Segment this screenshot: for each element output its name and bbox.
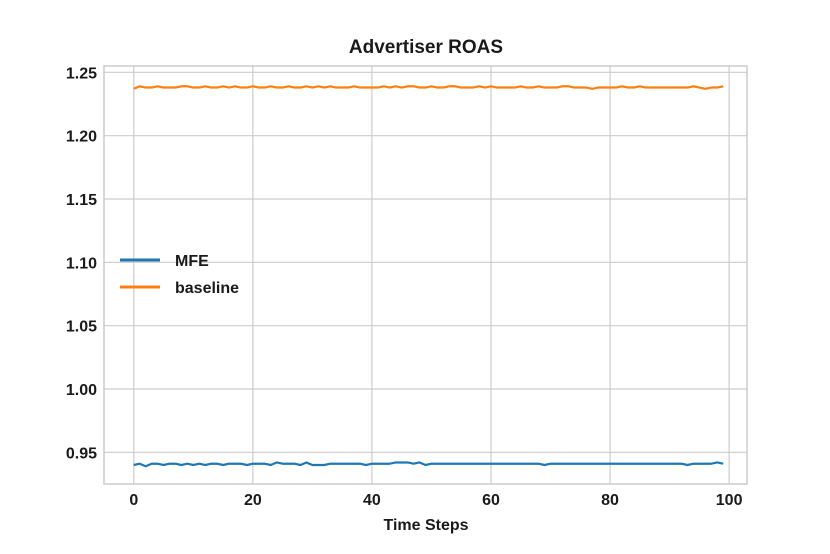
- y-tick-label: 1.05: [66, 319, 97, 336]
- y-tick-label: 1.15: [66, 192, 97, 209]
- tick-labels: 0 20 40 60 80 100 0.95 1.00 1.05 1.10 1.15 1.20 1.25: [66, 65, 743, 509]
- y-tick-label: 0.95: [66, 445, 97, 462]
- x-tick-label: 0: [129, 492, 138, 509]
- x-tick-label: 60: [482, 492, 500, 509]
- series-line-mfe: [133, 461, 724, 468]
- x-axis-label: Time Steps: [383, 517, 468, 534]
- chart-title: Advertiser ROAS: [349, 37, 503, 58]
- x-tick-label: 20: [244, 492, 262, 509]
- y-tick-label: 1.25: [66, 65, 97, 82]
- y-tick-label: 1.00: [66, 382, 97, 399]
- y-tick-label: 1.20: [66, 129, 97, 146]
- legend: MFE baseline: [120, 253, 239, 297]
- plot-frame: [103, 65, 748, 485]
- x-tick-label: 40: [363, 492, 381, 509]
- x-tick-label: 100: [716, 492, 743, 509]
- series-lines: [133, 85, 724, 468]
- x-tick-label: 80: [601, 492, 619, 509]
- legend-label-baseline: baseline: [175, 280, 239, 297]
- y-tick-label: 1.10: [66, 255, 97, 272]
- grid: [104, 66, 747, 484]
- legend-label-mfe: MFE: [175, 253, 209, 270]
- series-line-baseline: [133, 85, 724, 90]
